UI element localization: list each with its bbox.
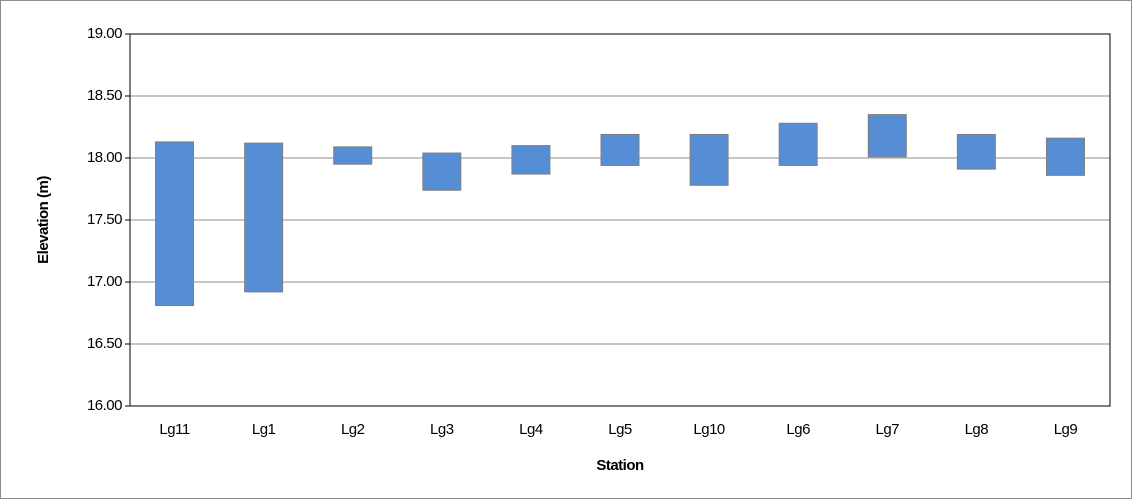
x-tick-label: Lg11 <box>159 421 189 438</box>
bar <box>1045 137 1085 176</box>
bar <box>422 152 462 191</box>
y-tick-label: 16.50 <box>87 335 122 352</box>
x-tick-label: Lg3 <box>430 421 454 438</box>
y-tick-label: 19.00 <box>87 25 122 42</box>
bar <box>155 141 195 307</box>
y-axis-title: Elevation (m) <box>35 176 52 264</box>
y-tick-label: 17.00 <box>87 273 122 290</box>
y-tick-label: 16.00 <box>87 397 122 414</box>
bar <box>689 133 729 186</box>
x-tick-label: Lg4 <box>519 421 543 438</box>
bar <box>867 114 907 158</box>
y-tick-label: 17.50 <box>87 211 122 228</box>
bar <box>778 122 818 166</box>
x-tick-label: Lg7 <box>876 421 900 438</box>
bar <box>244 142 284 293</box>
x-tick-label: Lg1 <box>252 421 276 438</box>
x-tick-label: Lg5 <box>608 421 632 438</box>
bar <box>333 146 373 165</box>
x-tick-label: Lg9 <box>1054 421 1078 438</box>
x-axis-title: Station <box>596 457 644 474</box>
x-tick-label: Lg6 <box>786 421 810 438</box>
y-tick-label: 18.00 <box>87 149 122 166</box>
bar <box>956 133 996 170</box>
y-tick-label: 18.50 <box>87 87 122 104</box>
x-tick-label: Lg8 <box>965 421 989 438</box>
x-tick-label: Lg10 <box>693 421 725 438</box>
plot-frame <box>129 33 1111 407</box>
bar <box>600 133 640 166</box>
bar <box>511 145 551 175</box>
x-tick-label: Lg2 <box>341 421 365 438</box>
